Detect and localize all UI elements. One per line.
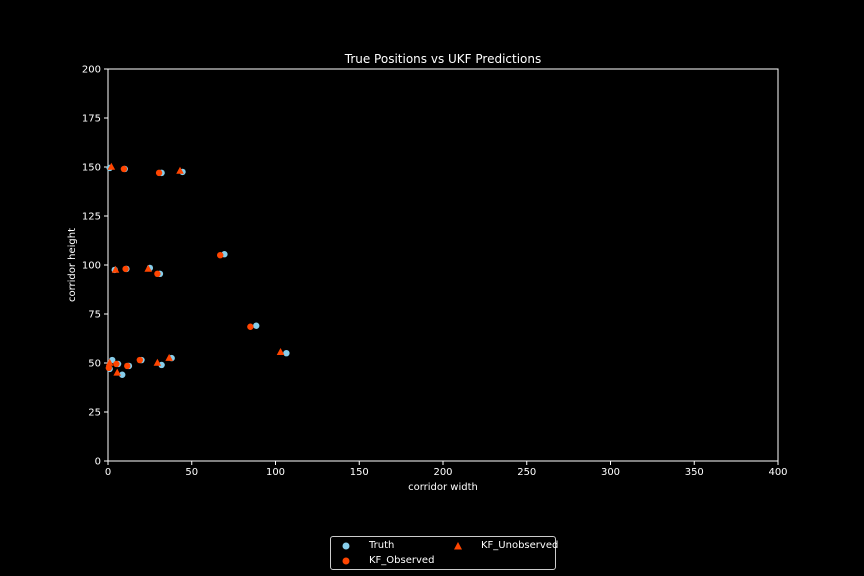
point-kf-observed — [113, 360, 120, 368]
point-truth — [253, 322, 260, 329]
point-kf-unobserved — [144, 264, 152, 272]
x-tick-label: 200 — [433, 467, 452, 478]
circle-marker-icon — [342, 542, 350, 550]
point-kf-observed — [217, 252, 224, 259]
point-kf-unobserved — [113, 368, 122, 376]
point-kf-observed — [120, 165, 128, 173]
x-tick-label: 50 — [185, 467, 198, 478]
point-kf-unobserved — [153, 358, 162, 366]
x-tick-label: 350 — [685, 467, 704, 478]
x-axis-label: corridor width — [408, 482, 478, 493]
point-kf-observed — [105, 364, 113, 372]
y-axis-ticks: 0 25 50 75 100 125 150 175 200 — [82, 65, 108, 468]
triangle-marker-icon — [454, 542, 462, 550]
x-tick-label: 400 — [768, 467, 787, 478]
legend-label-truth: Truth — [369, 540, 395, 551]
legend-label-kf-unobserved: KF_Unobserved — [481, 540, 559, 551]
x-tick-label: 250 — [517, 467, 536, 478]
x-tick-label: 150 — [350, 467, 369, 478]
y-axis-label: corridor height — [67, 228, 78, 302]
point-kf-unobserved — [276, 348, 285, 356]
x-tick-label: 0 — [105, 467, 111, 478]
point-kf-unobserved — [107, 162, 116, 170]
y-tick-label: 125 — [82, 212, 101, 223]
y-tick-label: 175 — [82, 114, 101, 125]
x-axis-ticks: 0 50 100 150 200 250 300 350 400 — [105, 461, 788, 478]
y-tick-label: 0 — [95, 457, 101, 468]
point-kf-observed — [155, 169, 163, 177]
y-tick-label: 150 — [82, 163, 101, 174]
data-points — [105, 162, 290, 378]
y-tick-label: 50 — [88, 359, 101, 370]
point-kf-observed — [154, 270, 161, 278]
y-tick-label: 200 — [82, 65, 101, 76]
point-kf-unobserved — [105, 358, 114, 366]
y-tick-label: 25 — [88, 408, 101, 419]
y-tick-label: 100 — [82, 261, 101, 272]
legend-label-kf-observed: KF_Observed — [369, 555, 435, 566]
point-kf-observed — [124, 362, 131, 370]
point-kf-unobserved — [165, 353, 173, 361]
point-kf-unobserved — [176, 166, 184, 174]
x-tick-label: 100 — [266, 467, 285, 478]
point-truth — [283, 350, 290, 357]
circle-marker-icon — [342, 557, 350, 565]
point-kf-observed — [247, 323, 254, 330]
point-kf-unobserved — [111, 265, 120, 273]
point-truth — [158, 361, 165, 369]
y-tick-label: 75 — [88, 310, 101, 321]
point-kf-observed — [136, 356, 144, 364]
x-tick-label: 300 — [601, 467, 620, 478]
point-kf-observed — [122, 265, 129, 273]
chart-title: True Positions vs UKF Predictions — [344, 52, 542, 66]
legend: Truth KF_Observed KF_Unobserved — [330, 536, 559, 570]
point-truth — [119, 371, 126, 378]
